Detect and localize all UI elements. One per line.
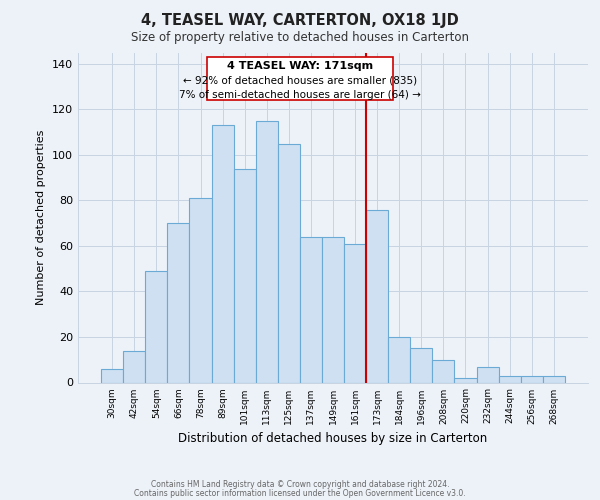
Bar <box>410 348 433 382</box>
Bar <box>123 350 145 382</box>
Text: 7% of semi-detached houses are larger (64) →: 7% of semi-detached houses are larger (6… <box>179 90 421 100</box>
Bar <box>233 168 256 382</box>
Bar <box>101 369 123 382</box>
Bar <box>476 366 499 382</box>
Y-axis label: Number of detached properties: Number of detached properties <box>37 130 46 305</box>
Bar <box>322 237 344 382</box>
Text: ← 92% of detached houses are smaller (835): ← 92% of detached houses are smaller (83… <box>183 76 417 86</box>
Bar <box>543 376 565 382</box>
Bar <box>145 271 167 382</box>
Bar <box>521 376 543 382</box>
X-axis label: Distribution of detached houses by size in Carterton: Distribution of detached houses by size … <box>178 432 488 445</box>
Text: 4 TEASEL WAY: 171sqm: 4 TEASEL WAY: 171sqm <box>227 61 373 71</box>
Bar <box>388 337 410 382</box>
Text: Size of property relative to detached houses in Carterton: Size of property relative to detached ho… <box>131 31 469 44</box>
Bar <box>454 378 476 382</box>
Text: Contains HM Land Registry data © Crown copyright and database right 2024.: Contains HM Land Registry data © Crown c… <box>151 480 449 489</box>
Text: Contains public sector information licensed under the Open Government Licence v3: Contains public sector information licen… <box>134 489 466 498</box>
Bar <box>212 126 233 382</box>
Bar <box>190 198 212 382</box>
Bar <box>278 144 300 382</box>
Bar <box>366 210 388 382</box>
Text: 4, TEASEL WAY, CARTERTON, OX18 1JD: 4, TEASEL WAY, CARTERTON, OX18 1JD <box>141 12 459 28</box>
Bar <box>300 237 322 382</box>
Bar <box>344 244 366 382</box>
Bar <box>433 360 454 382</box>
Bar <box>256 121 278 382</box>
Bar <box>167 223 190 382</box>
FancyBboxPatch shape <box>207 57 392 100</box>
Bar <box>499 376 521 382</box>
